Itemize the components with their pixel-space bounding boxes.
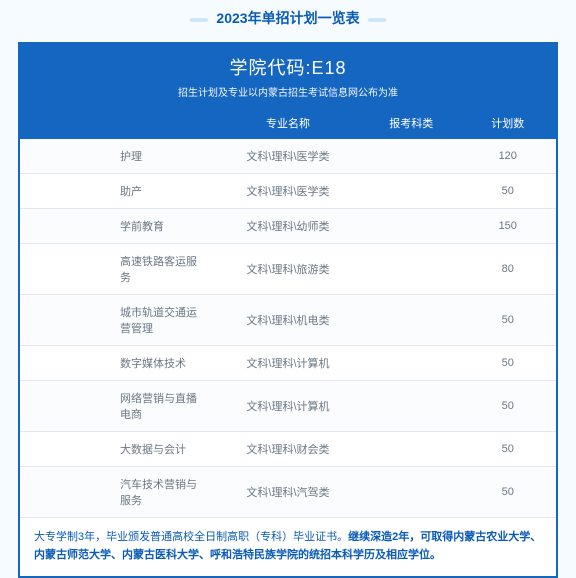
cell-kind [363,139,459,174]
cell-subject: 文科\理科\计算机 [213,346,363,381]
cell-quota: 80 [460,244,557,295]
cell-name: 数字媒体技术 [20,346,213,381]
cell-quota: 50 [460,432,557,467]
cell-subject: 文科\理科\旅游类 [213,244,363,295]
header-subtitle: 招生计划及专业以内蒙古招生考试信息网公布为准 [20,84,556,99]
cell-quota: 150 [460,209,557,244]
col-blank [20,107,213,139]
table-row: 学前教育文科\理科\幼师类 150 [20,209,556,244]
cell-name: 网络营销与直播电商 [20,381,213,432]
cell-subject: 文科\理科\计算机 [213,381,363,432]
cell-kind [363,174,459,209]
cell-subject: 文科\理科\机电类 [213,295,363,346]
footnote-prefix: 大专学制3年，毕业颁发普通高校全日制高职（专科）毕业证书。 [34,531,348,543]
table-row: 大数据与会计文科\理科\财会类 50 [20,432,556,467]
cell-name: 护理 [20,139,213,174]
col-subject: 报考科类 [363,107,459,139]
cell-name: 高速铁路客运服务 [20,244,213,295]
cell-name: 汽车技术营销与服务 [20,467,213,518]
plan-table: 专业名称 报考科类 计划数 护理文科\理科\医学类 120 助产文科\理科\医学类 5… [20,107,556,518]
cell-quota: 50 [460,295,557,346]
card-header: 学院代码:E18 招生计划及专业以内蒙古招生考试信息网公布为准 [20,44,556,107]
cell-name: 城市轨道交通运营管理 [20,295,213,346]
cell-quota: 50 [460,174,557,209]
col-name: 专业名称 [213,107,363,139]
table-row: 城市轨道交通运营管理文科\理科\机电类 50 [20,295,556,346]
cell-name: 助产 [20,174,213,209]
cell-kind [363,432,459,467]
table-row: 护理文科\理科\医学类 120 [20,139,556,174]
table-row: 数字媒体技术文科\理科\计算机 50 [20,346,556,381]
cell-kind [363,244,459,295]
table-row: 汽车技术营销与服务文科\理科\汽驾类 50 [20,467,556,518]
cell-subject: 文科\理科\幼师类 [213,209,363,244]
cell-kind [363,467,459,518]
college-code: 学院代码:E18 [20,54,556,80]
cell-subject: 文科\理科\医学类 [213,139,363,174]
cell-kind [363,209,459,244]
cell-quota: 50 [460,346,557,381]
cell-kind [363,346,459,381]
col-quota: 计划数 [460,107,557,139]
plan-card: 学院代码:E18 招生计划及专业以内蒙古招生考试信息网公布为准 专业名称 报考科… [18,42,558,578]
cell-kind [363,295,459,346]
cell-quota: 50 [460,467,557,518]
cell-quota: 50 [460,381,557,432]
cell-subject: 文科\理科\医学类 [213,174,363,209]
cell-subject: 文科\理科\汽驾类 [213,467,363,518]
table-row: 网络营销与直播电商文科\理科\计算机 50 [20,381,556,432]
cell-kind [363,381,459,432]
cell-subject: 文科\理科\财会类 [213,432,363,467]
table-row: 高速铁路客运服务文科\理科\旅游类 80 [20,244,556,295]
footnote: 大专学制3年，毕业颁发普通高校全日制高职（专科）毕业证书。继续深造2年，可取得内… [20,518,556,576]
cell-name: 大数据与会计 [20,432,213,467]
table-row: 助产文科\理科\医学类 50 [20,174,556,209]
cell-name: 学前教育 [20,209,213,244]
page-title: 2023年单招计划一览表 [216,8,359,28]
cell-quota: 120 [460,139,557,174]
